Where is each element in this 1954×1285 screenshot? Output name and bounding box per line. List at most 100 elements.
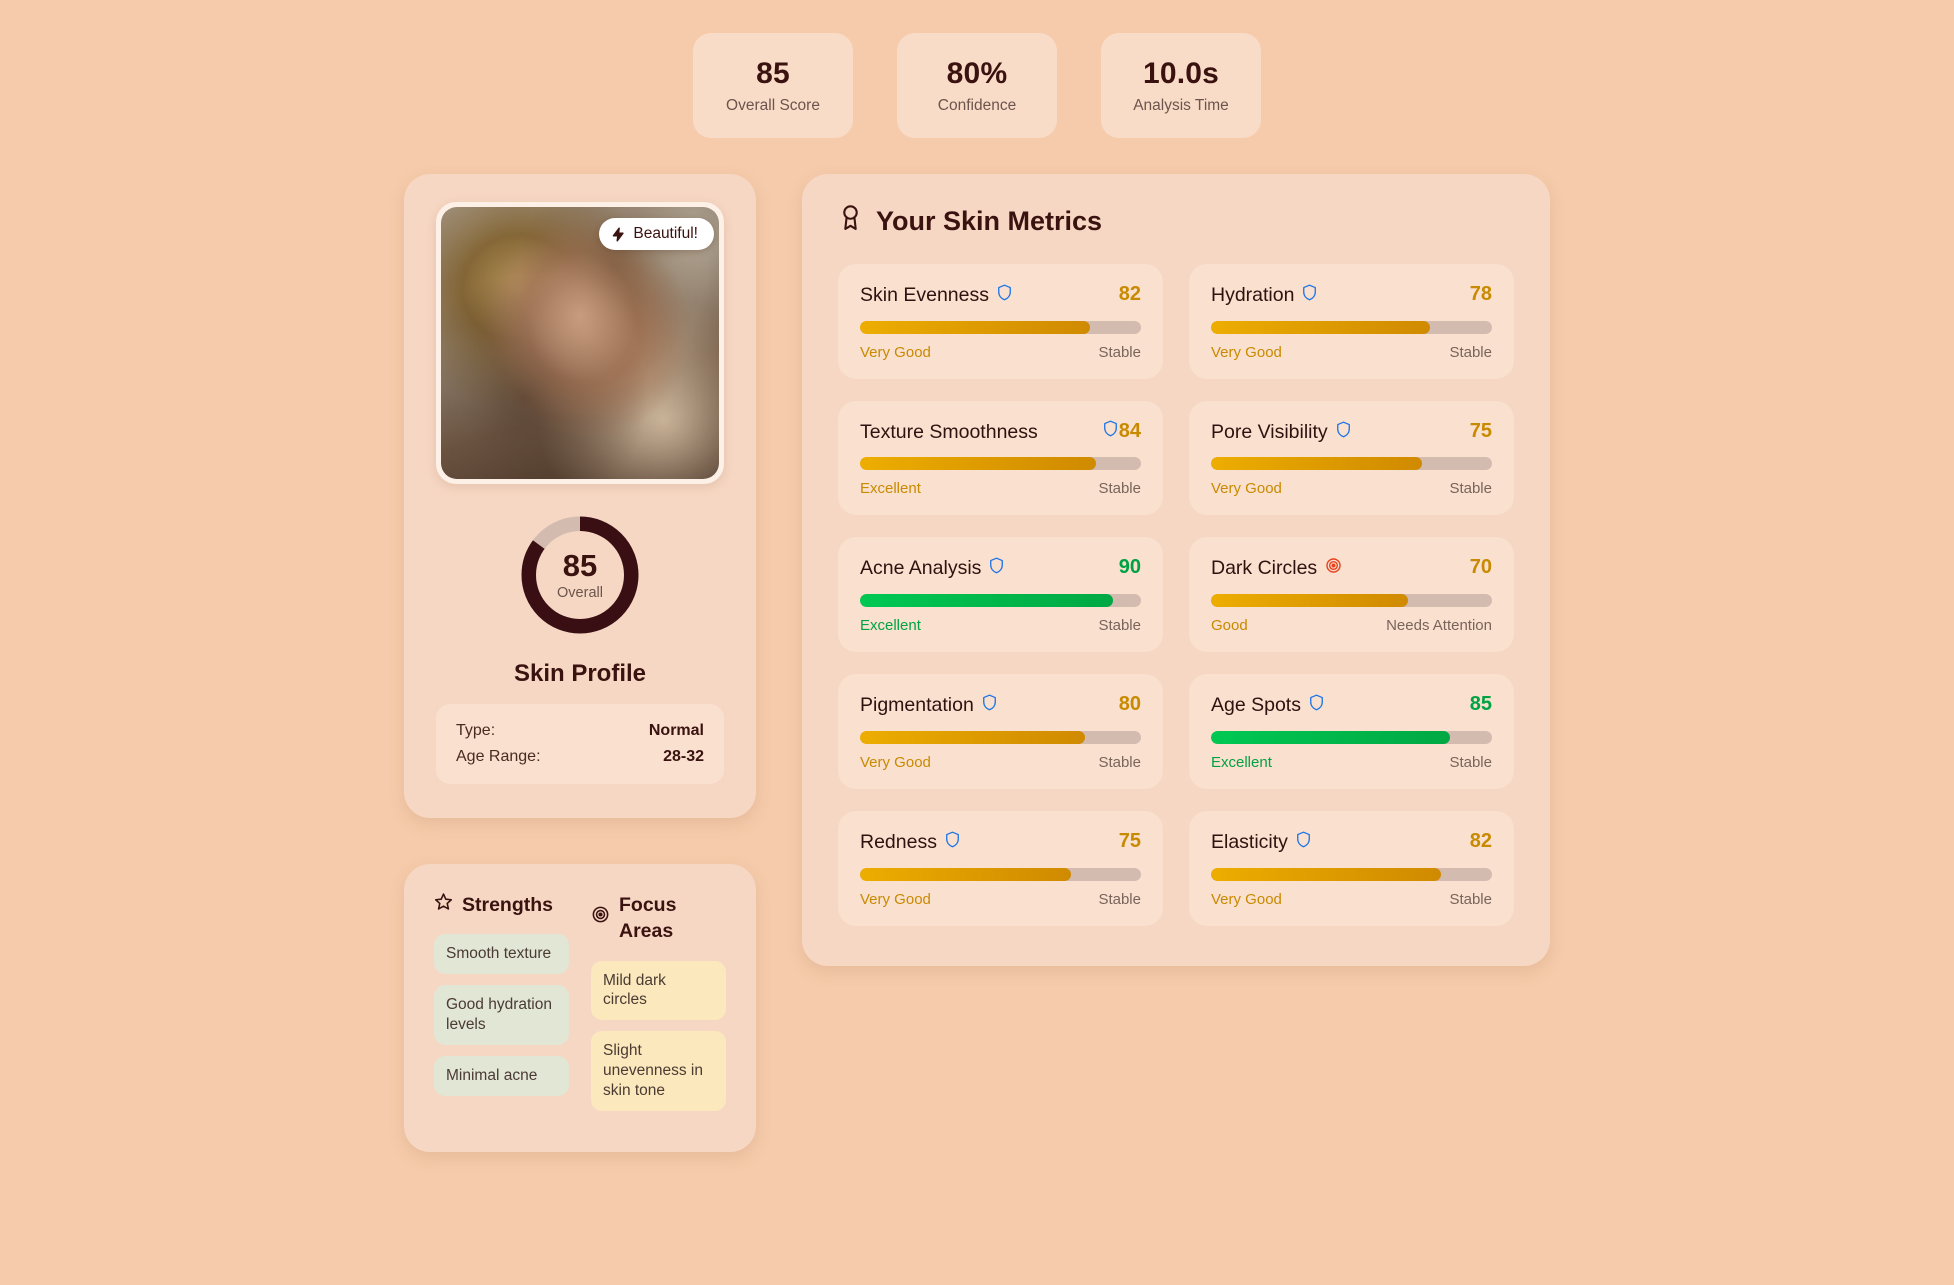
metric-name-label: Redness [860, 830, 937, 853]
metric-name-label: Pigmentation [860, 694, 974, 717]
metric-name: Acne Analysis [860, 556, 1004, 582]
metric-name: Texture Smoothness [860, 420, 1038, 443]
metric-status: Excellent [860, 617, 921, 635]
metric-name: Pore Visibility [1211, 420, 1351, 446]
metric-progress-track [860, 457, 1141, 471]
metric-progress-track [1211, 594, 1492, 608]
metric-footer: Very Good Stable [860, 344, 1141, 361]
profile-detail-row: Type: Normal [456, 718, 704, 744]
metric-progress-fill [860, 457, 1097, 471]
metric-name-label: Pore Visibility [1211, 420, 1328, 443]
metric-name-label: Hydration [1211, 284, 1295, 306]
profile-detail-value: Normal [648, 722, 704, 739]
stat-label: Confidence [937, 96, 1017, 114]
beautiful-badge-label: Beautiful! [633, 225, 698, 242]
metric-name-label: Elasticity [1211, 830, 1288, 853]
metric-name-label: Skin Evenness [860, 284, 989, 306]
metric-card[interactable]: Skin Evenness 82 Very Good Stable [838, 264, 1163, 379]
metric-header: Acne Analysis 90 [860, 556, 1141, 582]
metric-name: Skin Evenness [860, 283, 1012, 309]
metric-progress-fill [860, 594, 1113, 608]
metric-trend: Stable [1098, 617, 1141, 635]
metric-card[interactable]: Redness 75 Very Good Stable [838, 810, 1163, 926]
profile-photo[interactable] [441, 207, 719, 479]
metric-status: Good [1211, 617, 1248, 635]
metric-progress-fill [1211, 457, 1422, 471]
shield-icon [997, 283, 1012, 309]
donut-label: Overall [557, 584, 603, 601]
metric-progress-fill [860, 320, 1091, 334]
strengths-column: Strengths Smooth texture Good hydration l… [434, 892, 569, 1122]
stat-label: Overall Score [726, 96, 820, 114]
metric-progress-track [860, 320, 1141, 334]
metric-trend: Needs Attention [1386, 617, 1492, 635]
metric-status: Very Good [860, 890, 931, 908]
shield-icon [1103, 420, 1118, 443]
metric-card[interactable]: Pigmentation 80 Very Good Stable [838, 674, 1163, 789]
metric-footer: Very Good Stable [860, 754, 1141, 771]
metric-card[interactable]: Hydration 78 Very Good Stable [1189, 264, 1514, 379]
focus-areas-column: Focus Areas Mild dark circles Slight unev… [591, 892, 726, 1122]
overall-score-donut: 85 Overall [519, 514, 641, 636]
metric-progress-track [860, 594, 1141, 608]
profile-detail-row: Age Range: 28-32 [456, 744, 704, 770]
metric-trend: Stable [1449, 343, 1492, 361]
shield-icon [1296, 830, 1311, 856]
metric-status: Excellent [1211, 753, 1272, 771]
skin-metrics-title: Your Skin Metrics [876, 205, 1103, 236]
shield-icon [989, 556, 1004, 582]
skin-profile-details: Type: Normal Age Range: 28-32 [436, 704, 724, 784]
metric-name: Dark Circles [1211, 556, 1342, 582]
metric-card[interactable]: Texture Smoothness 84 Excellent Stable [838, 400, 1163, 516]
metric-progress-track [1211, 867, 1492, 881]
metric-name: Hydration [1211, 283, 1317, 309]
metric-name-label: Dark Circles [1211, 557, 1318, 580]
metric-trend: Stable [1449, 480, 1492, 498]
metric-score: 82 [1469, 829, 1492, 852]
metric-score: 80 [1118, 693, 1141, 716]
metric-card[interactable]: Elasticity 82 Very Good Stable [1189, 810, 1514, 926]
metric-score: 75 [1118, 829, 1141, 852]
metric-header: Hydration 78 [1211, 283, 1492, 309]
list-item: Mild dark circles [591, 960, 726, 1021]
profile-photo-frame[interactable]: Beautiful! [436, 202, 724, 484]
metric-progress-track [1211, 457, 1492, 471]
stat-value: 80% [946, 56, 1008, 90]
metric-trend: Stable [1449, 890, 1492, 908]
list-item: Minimal acne [434, 1055, 569, 1096]
metric-score: 90 [1118, 556, 1141, 579]
metric-progress-fill [860, 730, 1085, 744]
metric-card[interactable]: Pore Visibility 75 Very Good Stable [1189, 400, 1514, 516]
list-item: Slight unevenness in skin tone [591, 1031, 726, 1111]
target-icon [1325, 556, 1342, 582]
metric-progress-track [860, 730, 1141, 744]
metric-header: Pore Visibility 75 [1211, 420, 1492, 446]
metric-card[interactable]: Age Spots 85 Excellent Stable [1189, 674, 1514, 789]
metric-name: Pigmentation [860, 693, 997, 719]
summary-stats-row: 85 Overall Score 80% Confidence 10.0s Anal… [0, 0, 1954, 138]
stat-value: 85 [756, 56, 790, 90]
metric-footer: Very Good Stable [1211, 480, 1492, 497]
skin-profile-title: Skin Profile [513, 660, 647, 687]
metric-header: Redness 75 [860, 830, 1141, 856]
metric-score: 78 [1469, 283, 1492, 305]
metric-name-label: Age Spots [1211, 694, 1301, 717]
shield-icon [1309, 693, 1324, 719]
focus-areas-title: Focus Areas [619, 894, 677, 943]
metric-card[interactable]: Dark Circles 70 Good Needs Attention [1189, 537, 1514, 653]
metric-progress-fill [1211, 320, 1431, 334]
metric-name: Age Spots [1211, 693, 1324, 719]
donut-value: 85 [562, 547, 598, 583]
stat-label: Analysis Time [1133, 96, 1229, 114]
metric-status: Very Good [1211, 890, 1282, 908]
metric-progress-fill [1211, 730, 1450, 744]
metric-status: Excellent [860, 480, 921, 498]
main-content: Beautiful! 85 Overall Skin Profile Type:… [0, 138, 1954, 1152]
metric-card[interactable]: Acne Analysis 90 Excellent Stable [838, 537, 1163, 653]
metric-trend: Stable [1098, 890, 1141, 908]
metric-status: Very Good [860, 343, 931, 361]
shield-icon [982, 693, 997, 719]
award-icon [838, 204, 863, 238]
metric-trend: Stable [1098, 480, 1141, 498]
